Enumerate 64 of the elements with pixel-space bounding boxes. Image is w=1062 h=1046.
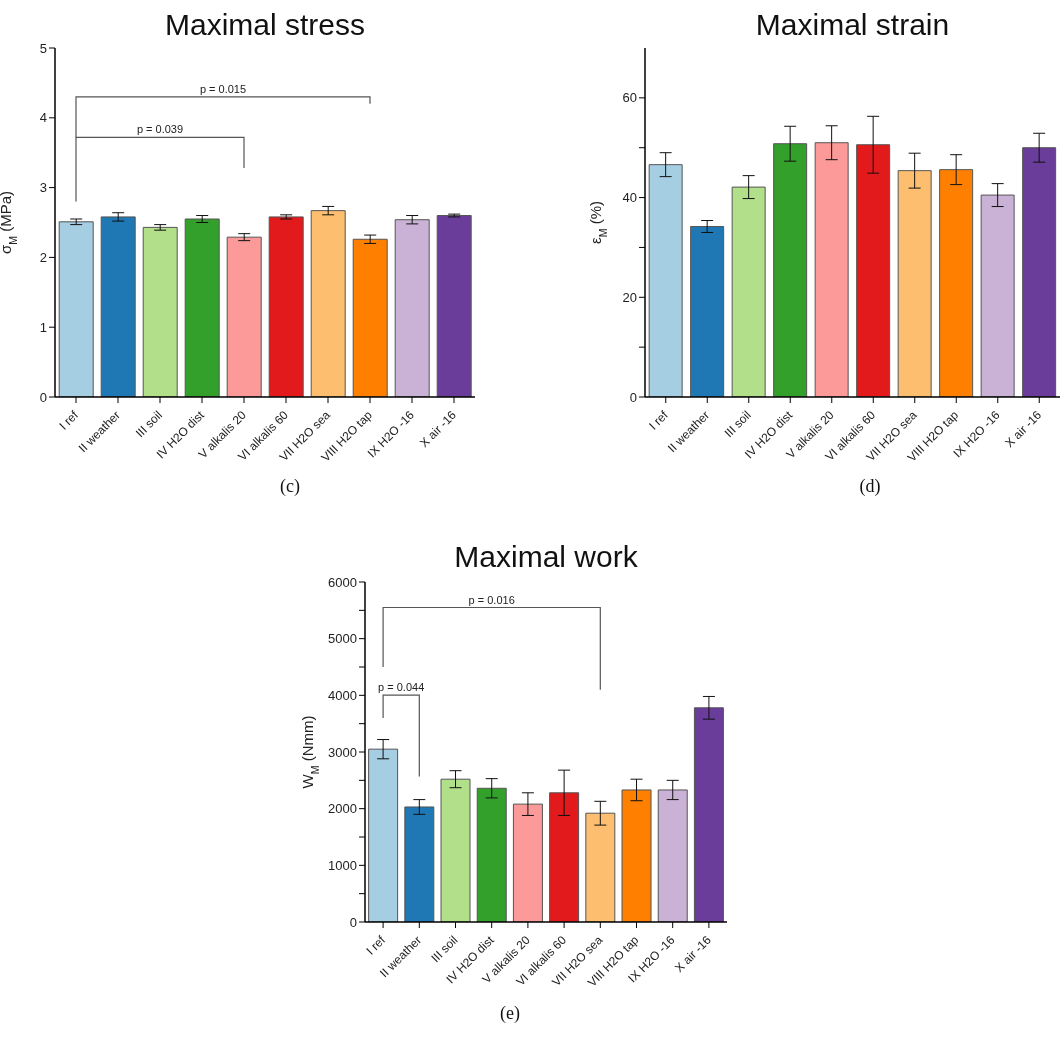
y-tick-label: 60	[622, 90, 637, 106]
y-tick-label: 4	[39, 110, 47, 126]
bar	[693, 707, 724, 922]
annotation: p = 0.016	[468, 593, 515, 606]
text: (e)	[499, 1003, 521, 1024]
bar	[657, 789, 688, 922]
bar	[404, 806, 435, 922]
bar	[648, 164, 683, 397]
annotation: p = 0.015	[199, 82, 247, 95]
y-tick-label: 5000	[328, 631, 357, 647]
x-tick-label: X air -16	[416, 407, 460, 451]
bar	[814, 142, 849, 397]
bar	[585, 812, 616, 922]
y-tick-label: 3000	[328, 744, 357, 760]
y-tick-label: 4000	[328, 687, 357, 703]
bar	[440, 778, 471, 922]
bar	[897, 170, 932, 397]
chart-title: Maximal work	[453, 540, 639, 574]
y-tick-label: 40	[622, 190, 637, 206]
bar	[436, 215, 472, 397]
bar	[58, 221, 94, 397]
text: (d)	[858, 476, 882, 497]
x-tick-label: III soil	[132, 408, 165, 441]
text: (c)	[279, 476, 301, 497]
x-tick-label: I ref	[646, 407, 672, 433]
y-tick-label: 6000	[328, 574, 357, 590]
bar	[310, 210, 346, 397]
x-tick-label: I ref	[363, 932, 389, 958]
bar	[100, 216, 136, 397]
y-tick-label: 5	[39, 40, 47, 56]
y-tick-label: 2000	[328, 801, 357, 817]
bar	[268, 216, 304, 397]
bar	[773, 143, 808, 397]
bar	[512, 803, 543, 922]
y-tick-label: 1	[39, 319, 47, 335]
chart-title: Maximal stress	[164, 8, 366, 42]
y-tick-label: 2	[39, 250, 47, 266]
y-tick-label: 3	[39, 180, 47, 196]
chart-title: Maximal strain	[754, 8, 951, 42]
bar	[226, 236, 262, 397]
y-tick-label: 0	[349, 914, 357, 930]
bar	[980, 194, 1015, 397]
bar	[621, 789, 652, 922]
y-tick-label: 20	[622, 289, 637, 305]
x-tick-label: III soil	[428, 933, 461, 966]
bar	[690, 225, 725, 397]
y-tick-label: 0	[39, 389, 47, 405]
bar	[352, 238, 388, 397]
y-tick-label: 0	[629, 389, 637, 405]
bar	[394, 219, 430, 397]
annotation: p = 0.044	[378, 681, 425, 694]
x-tick-label: III soil	[721, 408, 754, 441]
bar	[856, 144, 891, 397]
bar	[142, 226, 178, 397]
bar	[731, 186, 766, 397]
y-tick-label: 1000	[328, 857, 357, 873]
bar	[476, 787, 507, 922]
x-tick-label: X air -16	[1002, 407, 1045, 451]
bar	[1022, 147, 1057, 397]
bar	[549, 792, 580, 922]
bar	[939, 169, 974, 397]
annotation: p = 0.039	[136, 123, 184, 136]
x-tick-label: I ref	[56, 407, 82, 433]
bar	[184, 218, 220, 397]
